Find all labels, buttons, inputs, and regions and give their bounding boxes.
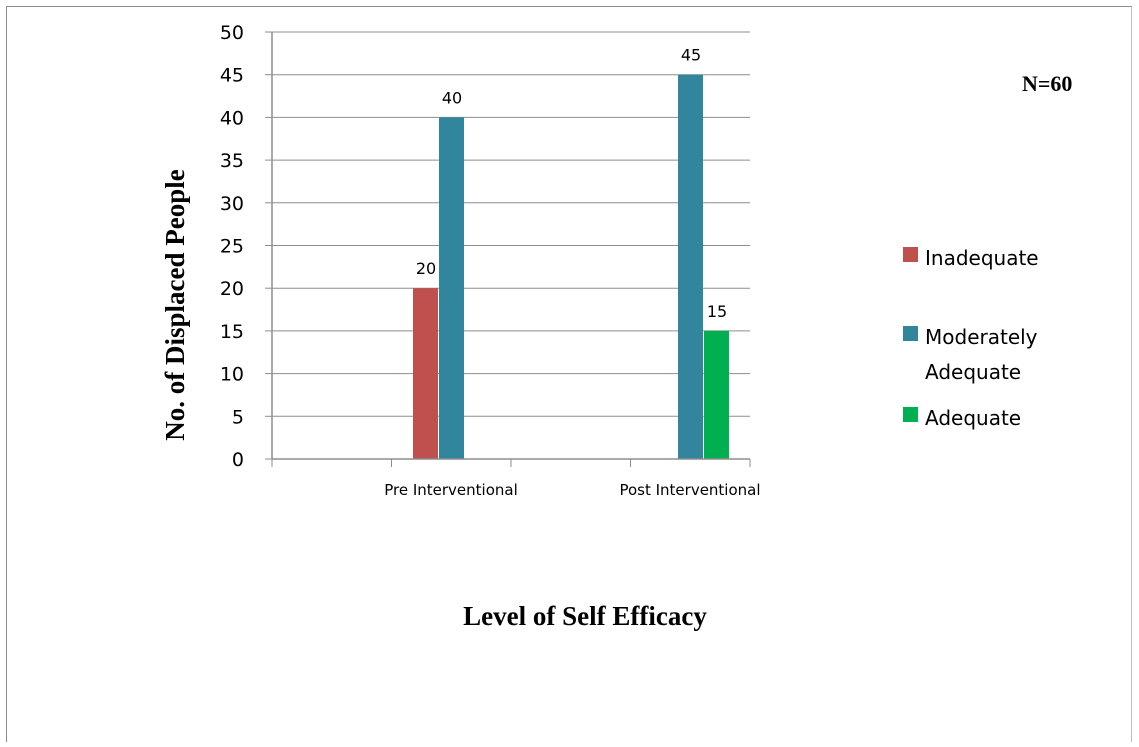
y-tick-label: 50 [220, 22, 244, 44]
bar [678, 74, 703, 459]
y-tick-label: 5 [232, 406, 244, 428]
bar [704, 330, 729, 459]
y-tick-label: 10 [220, 364, 244, 386]
legend: Inadequate Moderately Adequate Adequate [903, 246, 1039, 430]
chart-frame [6, 6, 1132, 742]
y-tick-label: 30 [220, 193, 244, 215]
category-labels: Pre Interventional Post Interventional [384, 481, 760, 499]
y-tick-label: 0 [232, 449, 244, 471]
category-label: Pre Interventional [384, 481, 518, 499]
legend-label: Moderately [925, 325, 1038, 349]
y-tick-label: 45 [220, 65, 244, 87]
y-tick-label: 20 [220, 278, 244, 300]
data-label: 20 [416, 259, 436, 278]
grid-lines [272, 31, 750, 417]
sample-size-note: N=60 [1022, 71, 1072, 96]
category-label: Post Interventional [619, 481, 760, 499]
axes [271, 32, 751, 467]
data-label: 45 [681, 46, 701, 65]
y-axis-title: No. of Displaced People [160, 169, 190, 440]
data-label: 15 [707, 302, 727, 321]
x-axis-title: Level of Self Efficacy [463, 601, 707, 631]
legend-swatch [903, 247, 918, 262]
y-tick-label: 15 [220, 321, 244, 343]
data-label: 40 [442, 88, 462, 107]
data-labels: 20 40 45 15 [416, 46, 727, 321]
y-tick-label: 35 [220, 150, 244, 172]
legend-label: Adequate [925, 360, 1021, 384]
y-axis-ticks: 0 5 10 15 20 25 30 35 40 45 50 [220, 22, 272, 471]
bar [413, 288, 438, 459]
y-tick-label: 40 [220, 107, 244, 129]
legend-swatch [903, 326, 918, 341]
bars [413, 74, 729, 460]
bar [439, 117, 464, 460]
y-tick-label: 25 [220, 236, 244, 258]
legend-label: Adequate [925, 406, 1021, 430]
legend-swatch [903, 407, 918, 422]
legend-label: Inadequate [925, 246, 1039, 270]
